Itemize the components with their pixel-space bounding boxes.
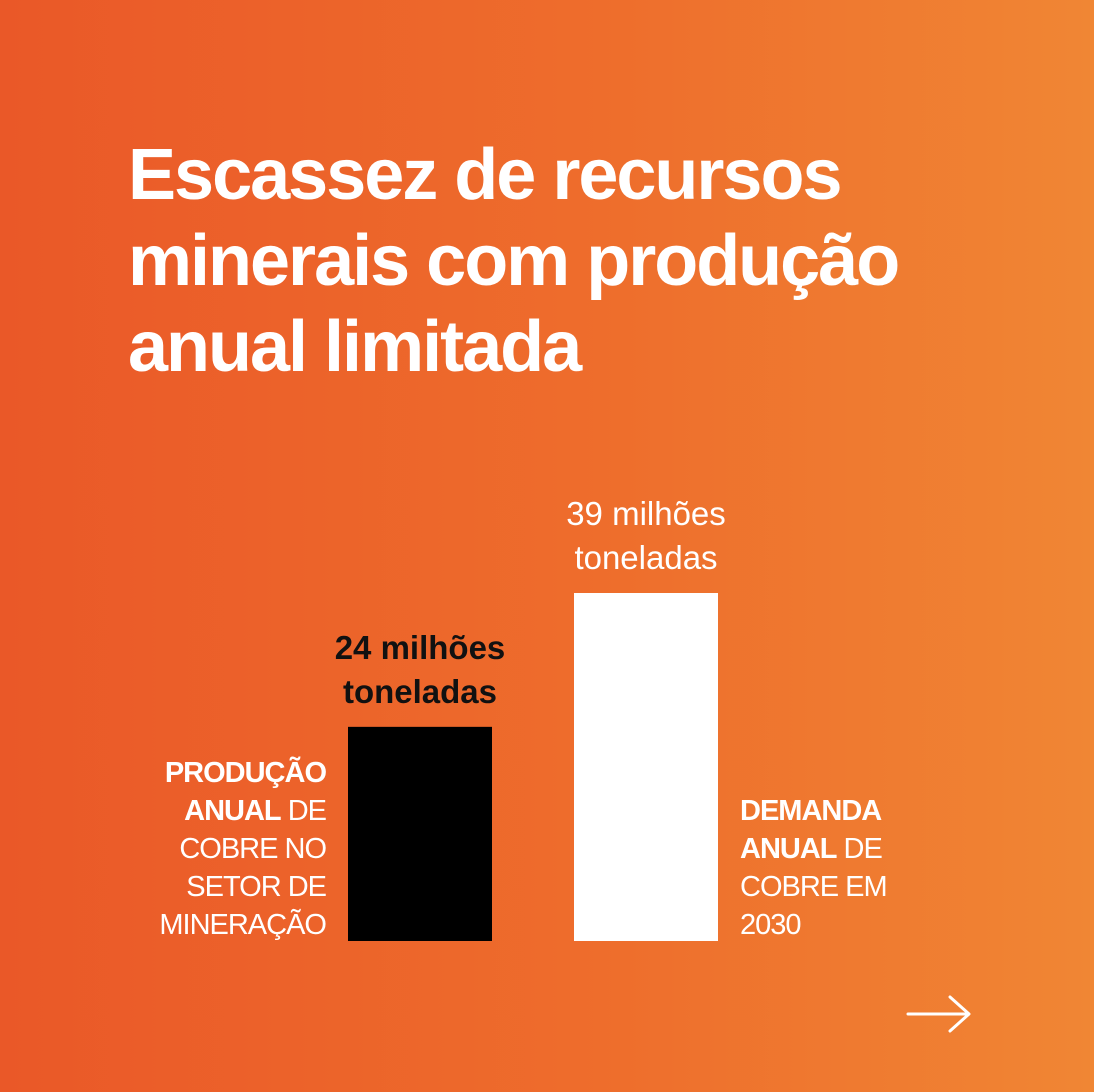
production-value-label-1: 24 milhões: [335, 629, 506, 666]
production-label-line-3: COBRE NO: [179, 833, 327, 865]
production-label-bold-2: ANUAL: [184, 795, 281, 827]
production-label-line-5: MINERAÇÃO: [159, 909, 327, 941]
demand-value-label-1: 39 milhões: [566, 495, 726, 532]
bar-demand: [574, 593, 718, 941]
bar-production: [348, 726, 492, 941]
production-label-rest-2: DE: [280, 795, 327, 827]
demand-label-bold-2: ANUAL: [740, 833, 837, 865]
title-line-1: Escassez de recursos: [128, 135, 842, 215]
production-category-label: PRODUÇÃO ANUAL DE COBRE NO SETOR DE MINE…: [66, 754, 327, 944]
production-value-label-2: toneladas: [343, 673, 497, 710]
demand-value-label-2: toneladas: [574, 539, 717, 576]
title-line-2: minerais com produção: [128, 221, 900, 301]
title-line-3: anual limitada: [128, 307, 582, 387]
demand-label-line-4: 2030: [740, 909, 802, 941]
demand-label-bold-1: DEMANDA: [740, 795, 882, 827]
demand-label-rest-2: DE: [836, 833, 883, 865]
demand-label-line-3: COBRE EM: [740, 871, 888, 903]
production-label-bold-1: PRODUÇÃO: [164, 757, 327, 789]
page-title: Escassez de recursos minerais com produç…: [128, 132, 988, 390]
arrow-right-icon[interactable]: [906, 994, 972, 1039]
production-label-line-4: SETOR DE: [186, 871, 327, 903]
demand-category-label: DEMANDA ANUAL DE COBRE EM 2030: [740, 792, 980, 944]
